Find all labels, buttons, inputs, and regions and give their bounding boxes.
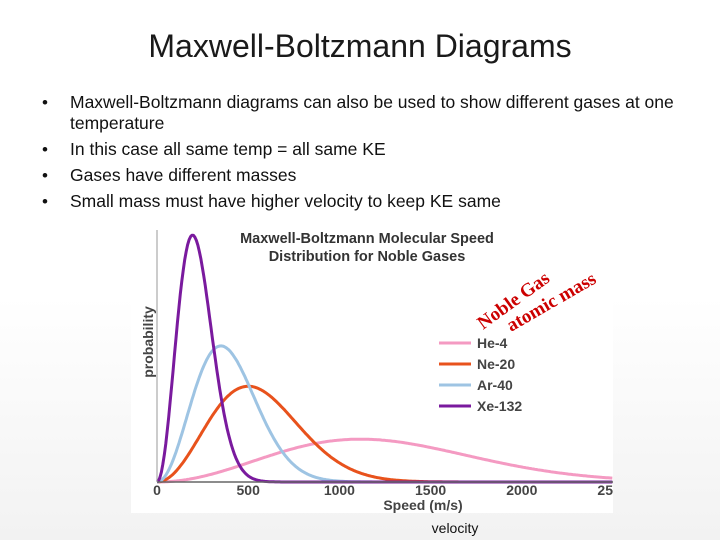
series-line-he-4 [157,437,613,484]
x-tick-label: 2000 [506,482,537,498]
x-tick-label: 0 [153,482,161,498]
x-tick-label: 500 [237,482,261,498]
bullet-dot: • [42,166,48,185]
bullet-item: • Small mass must have higher velocity to… [38,191,688,212]
bullet-dot: • [42,140,48,159]
tick-label-layer: 0 500 1000 1500 2000 2500 [153,482,613,498]
bullet-list: • Maxwell-Boltzmann diagrams can also be … [38,92,688,217]
x-axis-label: Speed (m/s) [383,497,462,513]
bullet-dot: • [42,93,48,112]
bullet-item: • Gases have different masses [38,165,688,186]
x-tick-label: 2500 [597,482,613,498]
chart-canvas: Maxwell-Boltzmann Molecular Speed Distri… [140,230,613,513]
legend-label-ne-20: Ne-20 [477,356,515,372]
bullet-item: • In this case all same temp = all same K… [38,139,688,160]
bullet-dot: • [42,192,48,211]
legend: He-4 Ne-20 Ar-40 Xe-132 [439,335,522,414]
legend-label-he-4: He-4 [477,335,508,351]
chart-title-line1: Maxwell-Boltzmann Molecular Speed [240,231,494,247]
bullet-text: Small mass must have higher velocity to … [70,191,501,211]
bullet-item: • Maxwell-Boltzmann diagrams can also be … [38,92,688,134]
velocity-caption: velocity [431,520,479,536]
axes-layer [156,230,613,483]
series-line-ne-20 [156,384,613,484]
slide-title: Maxwell-Boltzmann Diagrams [148,28,572,64]
legend-label-ar-40: Ar-40 [477,377,513,393]
speed-distribution-chart: Maxwell-Boltzmann Molecular Speed Distri… [131,222,613,513]
y-axis-label: probability [140,306,156,378]
handwritten-annotation: Noble Gas atomic mass [474,268,600,337]
x-tick-label: 1500 [415,482,446,498]
bullet-text: Gases have different masses [70,165,297,185]
chart-title-line2: Distribution for Noble Gases [269,249,466,265]
bullet-text: In this case all same temp = all same KE [70,139,386,159]
bullet-text: Maxwell-Boltzmann diagrams can also be u… [70,92,674,133]
x-tick-label: 1000 [324,482,355,498]
legend-label-xe-132: Xe-132 [477,398,522,414]
